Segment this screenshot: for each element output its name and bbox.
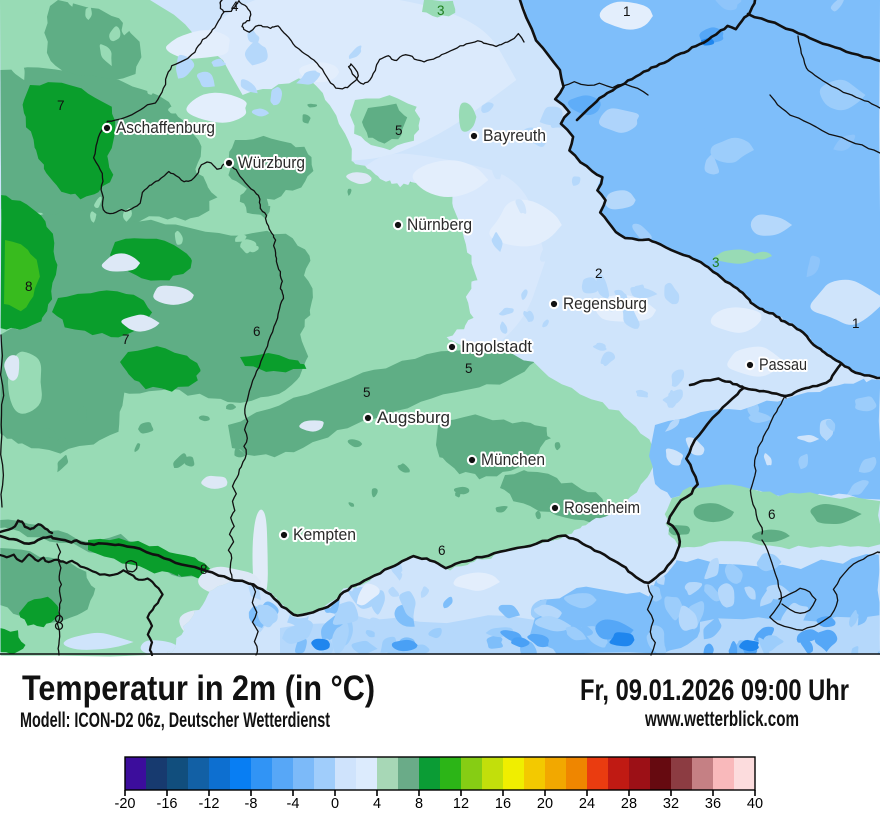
svg-text:Modell: ICON-D2 06z, Deutscher: Modell: ICON-D2 06z, Deutscher Wetterdie… — [20, 709, 330, 732]
svg-text:Nürnberg: Nürnberg — [407, 215, 472, 234]
svg-text:5: 5 — [395, 123, 403, 138]
svg-text:München: München — [481, 450, 545, 469]
svg-text:28: 28 — [621, 796, 637, 812]
svg-text:5: 5 — [363, 385, 371, 400]
svg-text:16: 16 — [495, 796, 511, 812]
svg-text:-16: -16 — [157, 796, 178, 812]
svg-text:Fr, 09.01.2026 09:00 Uhr: Fr, 09.01.2026 09:00 Uhr — [580, 674, 849, 707]
svg-text:Bayreuth: Bayreuth — [483, 126, 546, 145]
svg-text:www.wetterblick.com: www.wetterblick.com — [644, 708, 799, 731]
svg-text:3: 3 — [712, 255, 720, 270]
svg-text:20: 20 — [537, 796, 553, 812]
svg-text:Aschaffenburg: Aschaffenburg — [116, 118, 215, 137]
svg-text:4: 4 — [231, 0, 239, 14]
svg-text:Rosenheim: Rosenheim — [564, 498, 640, 517]
svg-text:1: 1 — [623, 4, 631, 19]
svg-text:-12: -12 — [199, 796, 220, 812]
svg-text:Passau: Passau — [759, 355, 807, 374]
svg-text:7: 7 — [122, 332, 130, 347]
svg-text:36: 36 — [705, 796, 721, 812]
svg-text:Regensburg: Regensburg — [563, 294, 647, 313]
svg-text:7: 7 — [57, 98, 65, 113]
svg-text:Kempten: Kempten — [293, 525, 356, 544]
svg-text:Augsburg: Augsburg — [377, 408, 450, 427]
svg-text:Würzburg: Würzburg — [238, 153, 305, 172]
svg-text:4: 4 — [373, 796, 381, 812]
svg-text:5: 5 — [465, 361, 473, 376]
svg-text:2: 2 — [595, 266, 603, 281]
svg-text:8: 8 — [25, 279, 33, 294]
svg-text:6: 6 — [438, 543, 446, 558]
svg-text:3: 3 — [437, 3, 445, 18]
svg-text:-4: -4 — [287, 796, 300, 812]
svg-text:0: 0 — [331, 796, 339, 812]
svg-text:32: 32 — [663, 796, 679, 812]
svg-text:Ingolstadt: Ingolstadt — [461, 337, 532, 356]
svg-text:6: 6 — [253, 324, 261, 339]
svg-text:40: 40 — [747, 796, 763, 812]
svg-text:6: 6 — [768, 507, 776, 522]
svg-text:8: 8 — [200, 562, 208, 577]
svg-text:12: 12 — [453, 796, 469, 812]
svg-text:24: 24 — [579, 796, 595, 812]
svg-text:8: 8 — [415, 796, 423, 812]
svg-text:-8: -8 — [245, 796, 258, 812]
svg-text:1: 1 — [852, 316, 860, 331]
svg-text:-20: -20 — [115, 796, 136, 812]
svg-text:Temperatur in 2m (in °C): Temperatur in 2m (in °C) — [22, 669, 375, 708]
